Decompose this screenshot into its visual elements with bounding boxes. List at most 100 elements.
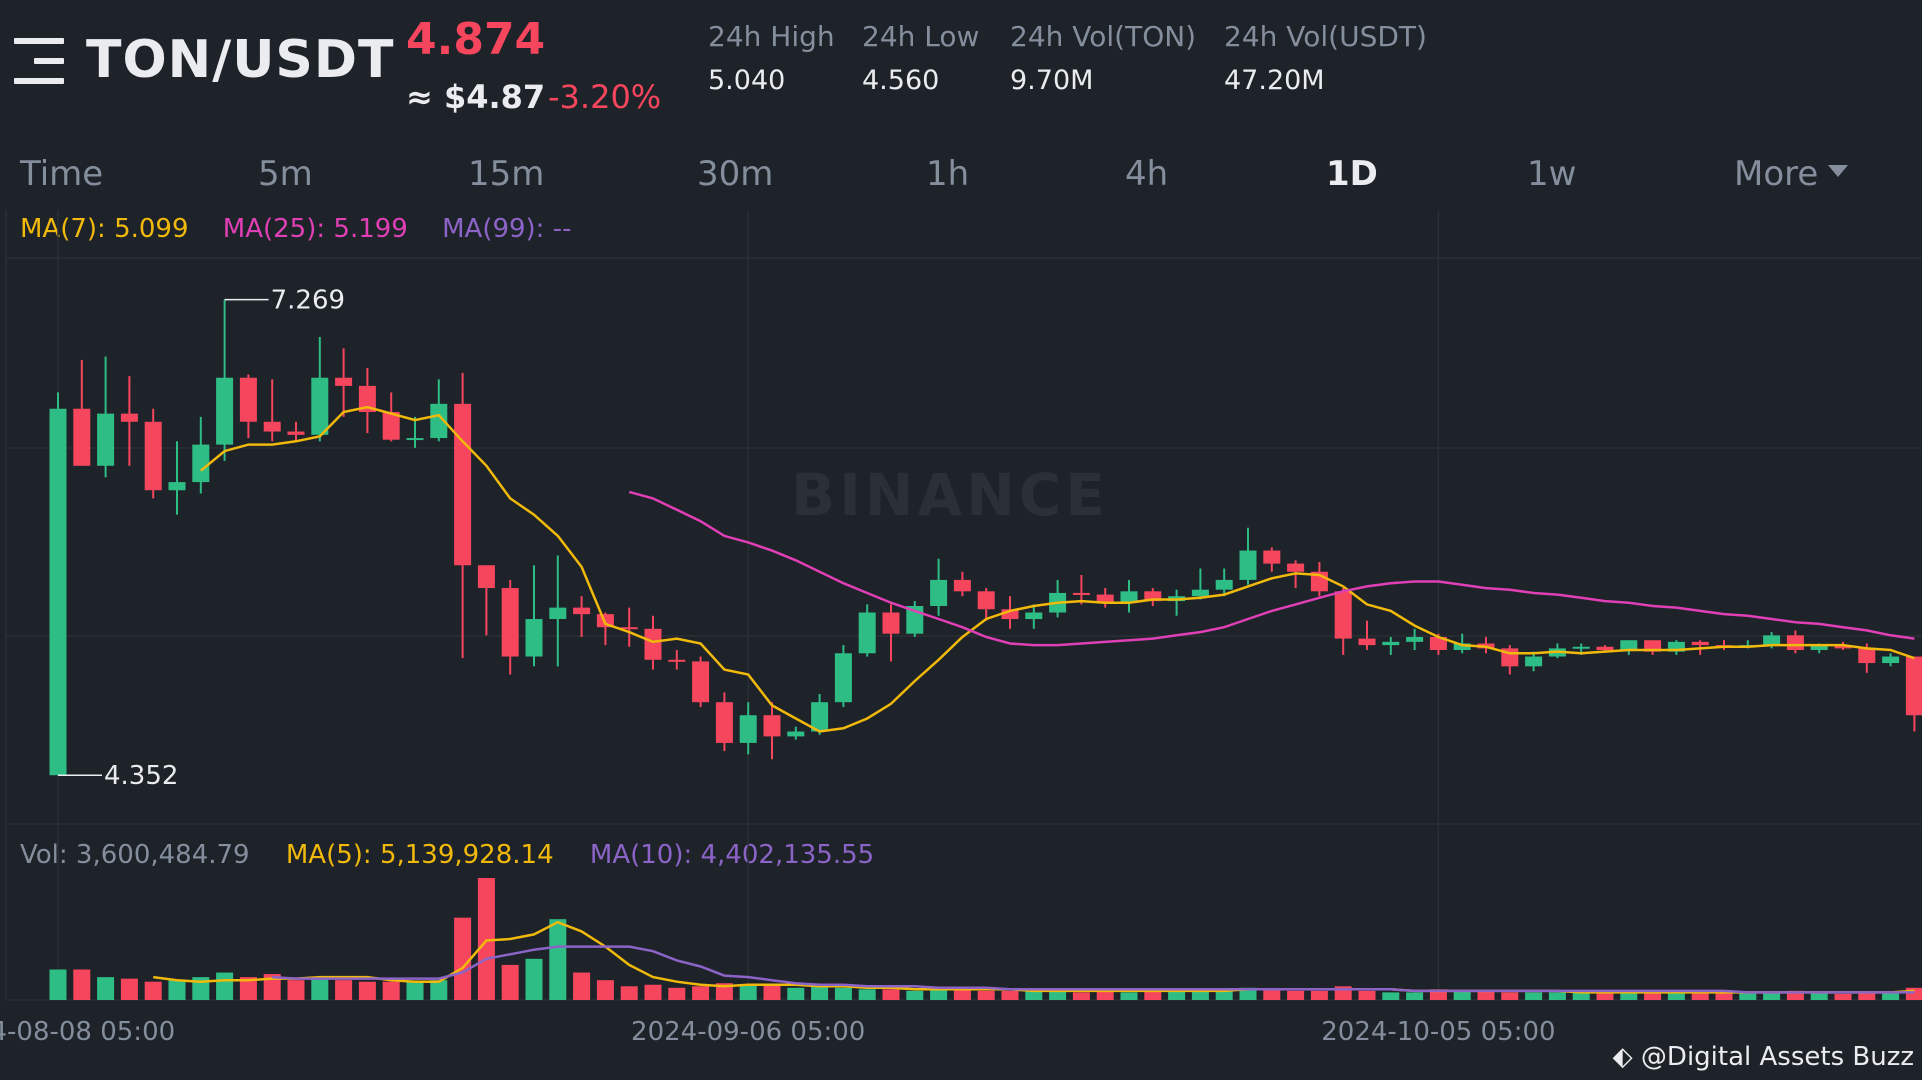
- volume-bar: [1191, 990, 1209, 1000]
- tab-1h[interactable]: 1h: [926, 154, 970, 194]
- volume-bar: [192, 977, 210, 1000]
- volume-bar: [1739, 992, 1757, 1000]
- candle-body: [739, 715, 757, 743]
- volume-bar: [1382, 992, 1400, 1000]
- candle: [1191, 568, 1209, 600]
- tab-time[interactable]: Time: [20, 154, 104, 194]
- tab-1d[interactable]: 1D: [1326, 154, 1378, 194]
- candle: [1786, 630, 1804, 654]
- candle-body: [1763, 635, 1781, 646]
- candle-body: [930, 579, 948, 606]
- stat-value: 47.20M: [1224, 65, 1325, 96]
- candle-body: [335, 377, 353, 386]
- volume-bar: [977, 990, 995, 1000]
- volume-bar: [263, 974, 281, 1000]
- volume-bar: [1572, 992, 1590, 1000]
- candle: [406, 416, 424, 448]
- volume-bar: [97, 977, 115, 1000]
- candle-body: [1620, 640, 1638, 651]
- volume-legend: Vol: 3,600,484.79 MA(5): 5,139,928.14 MA…: [20, 840, 902, 870]
- candle: [1001, 596, 1019, 629]
- candle-body: [1096, 594, 1114, 603]
- candle-body: [1382, 641, 1400, 646]
- candle-body: [311, 377, 329, 435]
- candle-body: [1072, 592, 1090, 595]
- stat-24h-high: 24h High 5.040: [708, 20, 835, 96]
- volume-bar: [549, 919, 567, 1000]
- volume-bar: [1905, 987, 1922, 1000]
- volume-bar: [1667, 992, 1685, 1000]
- volume-bar: [1096, 990, 1114, 1000]
- candle: [1525, 651, 1543, 672]
- candle-body: [120, 413, 138, 422]
- candle: [1644, 640, 1662, 655]
- candle-body: [1882, 656, 1900, 664]
- candle: [477, 565, 495, 636]
- candle-body: [858, 612, 876, 654]
- last-price: 4.874: [406, 14, 546, 65]
- volume-bar: [1072, 992, 1090, 1000]
- stat-24h-low: 24h Low 4.560: [862, 20, 979, 96]
- tab-1w[interactable]: 1w: [1527, 154, 1577, 194]
- trading-pair[interactable]: TON/USDT: [86, 30, 395, 90]
- volume-bar: [430, 980, 448, 1000]
- candle-body: [454, 403, 472, 566]
- candle: [97, 356, 115, 478]
- tab-30m[interactable]: 30m: [697, 154, 774, 194]
- candle-body: [1001, 609, 1019, 620]
- candle-body: [1287, 563, 1305, 572]
- stat-24h-vol-usdt: 24h Vol(USDT) 47.20M: [1224, 20, 1427, 96]
- volume-bar: [1882, 992, 1900, 1000]
- volume-bar: [1287, 990, 1305, 1000]
- candle-body: [549, 607, 567, 620]
- volume-bar: [477, 878, 495, 1000]
- candle-body: [287, 431, 305, 435]
- volume-bar: [1763, 992, 1781, 1000]
- candle: [1049, 579, 1067, 618]
- volume-bar: [1239, 987, 1257, 1000]
- candle-body: [1263, 550, 1281, 564]
- candle-body: [1596, 646, 1614, 651]
- price-ma-line: [200, 405, 1915, 733]
- candle: [144, 408, 162, 499]
- candle-body: [1453, 643, 1471, 651]
- candle: [1382, 636, 1400, 655]
- candle-body: [1025, 612, 1043, 620]
- volume-bar: [1358, 990, 1376, 1000]
- candle-body: [1429, 636, 1447, 651]
- candle: [168, 441, 186, 515]
- candle-body: [406, 438, 424, 441]
- candle: [1168, 589, 1186, 616]
- candle: [1263, 547, 1281, 572]
- candle: [1453, 633, 1471, 654]
- hamburger-menu-icon[interactable]: [14, 38, 64, 84]
- candle: [525, 565, 543, 667]
- tab-more[interactable]: More: [1734, 154, 1849, 194]
- volume-bar: [573, 972, 591, 1000]
- volume-bar: [406, 981, 424, 1000]
- volume-bar: [1215, 989, 1233, 1000]
- volume-ma-line: [272, 945, 1915, 994]
- candle-body: [1406, 636, 1424, 642]
- price-change-percent: -3.20%: [548, 78, 662, 116]
- candle: [1477, 636, 1495, 654]
- stat-value: 9.70M: [1010, 65, 1094, 96]
- tab-15m[interactable]: 15m: [468, 154, 545, 194]
- candle-body: [1644, 640, 1662, 652]
- candle-body: [763, 715, 781, 737]
- volume-bar: [668, 987, 686, 1000]
- candle: [263, 379, 281, 442]
- tab-5m[interactable]: 5m: [258, 154, 313, 194]
- candle: [73, 359, 91, 466]
- tab-4h[interactable]: 4h: [1125, 154, 1169, 194]
- candle-body: [525, 619, 543, 657]
- interval-tabs: Time 5m 15m 30m 1h 4h 1D 1w More: [0, 150, 1922, 202]
- volume-bar: [715, 983, 733, 1000]
- candle-body: [49, 408, 67, 776]
- candle: [120, 376, 138, 466]
- candle: [1882, 653, 1900, 667]
- candle: [1667, 640, 1685, 655]
- candle-body: [668, 659, 686, 662]
- volume-bar: [1001, 990, 1019, 1000]
